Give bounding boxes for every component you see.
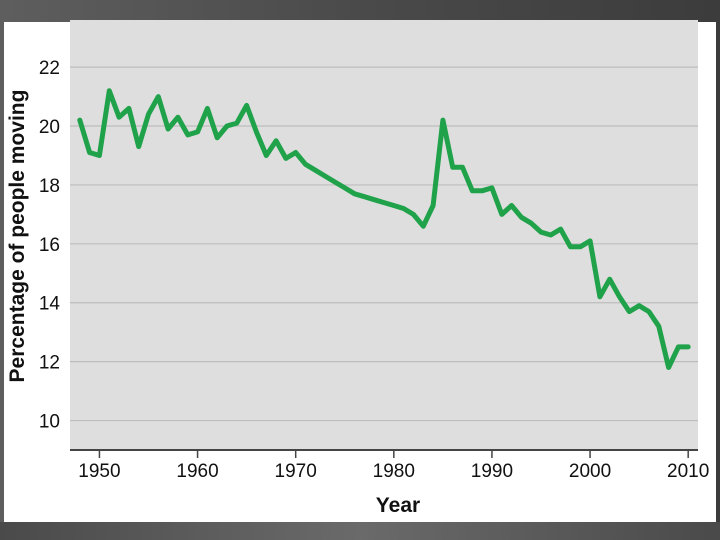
x-tick-label-2000: 2000: [569, 461, 611, 482]
y-tick-label-14: 14: [39, 294, 61, 315]
slide-footer-bar: [0, 522, 720, 540]
x-axis-title: Year: [376, 494, 420, 517]
y-tick-label-20: 20: [39, 117, 60, 138]
series-line: [77, 88, 691, 370]
x-tick-label-2010: 2010: [667, 461, 709, 482]
x-axis: 1950 1960 1970 1980 1990 2000 2010: [78, 450, 709, 482]
y-tick-label-16: 16: [39, 235, 60, 256]
x-tick-label-1960: 1960: [176, 461, 218, 482]
x-tick-label-1980: 1980: [373, 461, 415, 482]
x-tick-label-1990: 1990: [471, 461, 513, 482]
y-tick-label-18: 18: [39, 176, 60, 197]
gridlines: [70, 66, 698, 422]
y-tick-label-10: 10: [39, 412, 60, 433]
y-axis-title: Percentage of people moving: [6, 90, 29, 383]
x-tick-label-1970: 1970: [275, 461, 317, 482]
x-tick-label-1950: 1950: [78, 461, 120, 482]
y-tick-label-22: 22: [39, 58, 60, 79]
y-tick-label-12: 12: [39, 353, 60, 374]
plot-area: [70, 20, 698, 450]
y-axis: 10 12 14 16 18 20 22: [39, 58, 61, 432]
